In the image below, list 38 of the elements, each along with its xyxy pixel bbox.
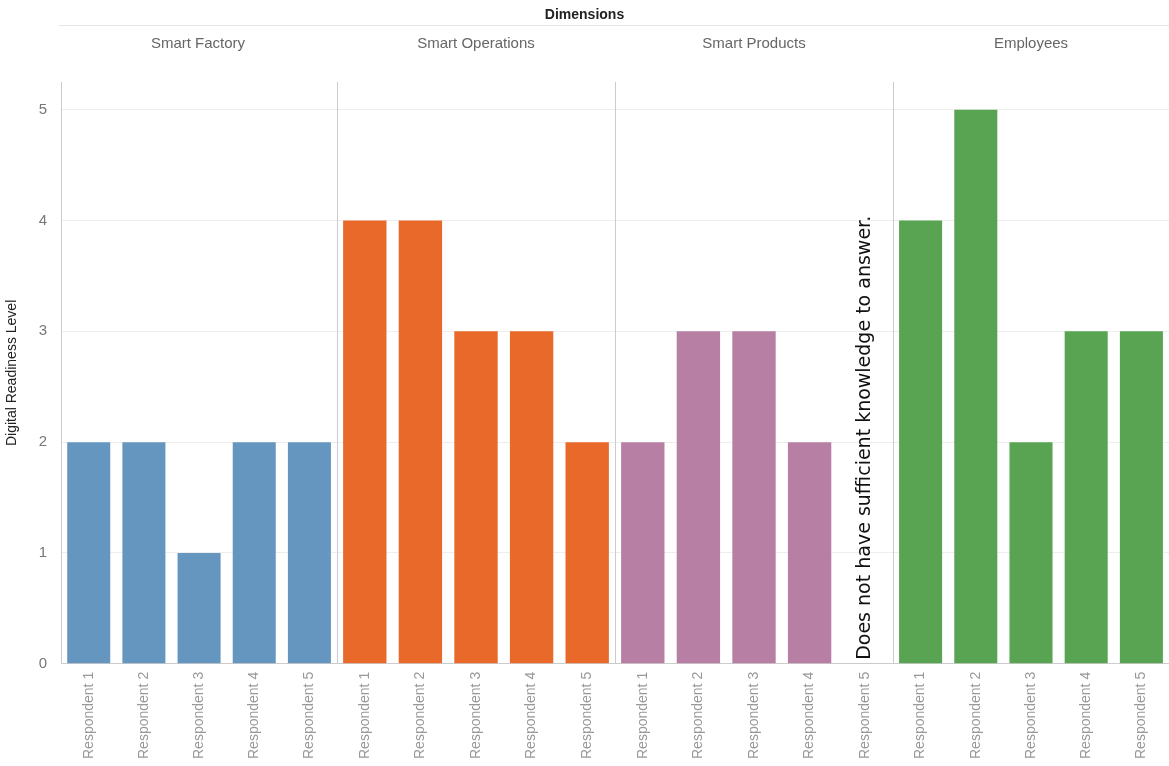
bar xyxy=(899,220,943,664)
x-tick-label: Respondent 1 xyxy=(633,671,650,760)
x-tick-label: Respondent 2 xyxy=(134,671,151,760)
x-tick-label: Respondent 4 xyxy=(800,671,817,760)
x-tick-label: Respondent 1 xyxy=(355,671,372,760)
x-tick-label: Respondent 1 xyxy=(911,671,928,760)
x-tick-label: Respondent 4 xyxy=(1077,671,1094,760)
bar xyxy=(1064,331,1108,664)
annotation: Does not have sufficient knowledge to answer. xyxy=(852,215,875,660)
chart-title: Smart Operations xyxy=(337,25,615,59)
bar xyxy=(1119,331,1163,664)
x-tick-label: Respondent 5 xyxy=(578,671,595,760)
y-tick-label: 1 xyxy=(38,543,48,561)
y-tick-label: 3 xyxy=(38,321,48,339)
x-tick-label: Respondent 5 xyxy=(300,671,317,760)
x-tick-label: Respondent 3 xyxy=(466,671,483,760)
x-tick-label: Respondent 3 xyxy=(1021,671,1038,760)
x-tick-label: Respondent 1 xyxy=(79,671,96,760)
x-tick-label: Respondent 4 xyxy=(522,671,539,760)
chart-title: Smart Factory xyxy=(59,25,337,59)
text: Dimensions xyxy=(543,5,626,24)
x-tick-label: Respondent 2 xyxy=(966,671,983,760)
y-tick-label: 5 xyxy=(38,99,48,117)
bar xyxy=(1009,442,1053,664)
x-tick-label: Respondent 5 xyxy=(1132,671,1149,760)
x-tick-label: Respondent 2 xyxy=(689,671,706,760)
x-tick-label: Respondent 4 xyxy=(245,671,262,760)
x-tick-label: Respondent 2 xyxy=(411,671,428,760)
chart-title: Smart Products xyxy=(615,25,893,59)
x-tick-label: Respondent 5 xyxy=(856,671,873,760)
y-tick-label: 0 xyxy=(38,653,48,671)
y-tick-label: 2 xyxy=(38,432,48,450)
chart-title: Employees xyxy=(893,25,1169,59)
y-axis-title: Digital Readiness Level xyxy=(3,299,20,447)
y-tick-label: 4 xyxy=(38,210,48,228)
x-tick-label: Respondent 3 xyxy=(744,671,761,760)
x-tick-label: Respondent 3 xyxy=(189,671,206,760)
bar xyxy=(954,109,998,664)
